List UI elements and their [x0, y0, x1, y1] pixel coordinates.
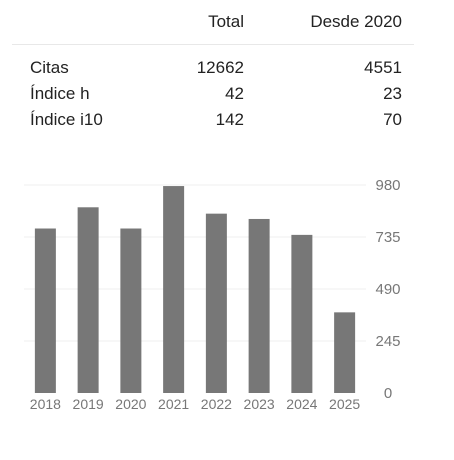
bar-2021[interactable] — [163, 186, 185, 393]
i10-index-total: 142 — [215, 110, 244, 129]
y-tick-label: 490 — [375, 281, 400, 298]
citations-total: 12662 — [196, 58, 244, 77]
y-tick-label: 980 — [375, 177, 400, 194]
stats-header-row: Total Desde 2020 — [0, 10, 414, 34]
x-tick-label: 2019 — [73, 396, 104, 412]
bar-2018[interactable] — [34, 228, 56, 393]
x-tick-label: 2022 — [201, 396, 232, 412]
bar-2019[interactable] — [77, 207, 99, 393]
x-tick-label: 2020 — [115, 396, 146, 412]
x-tick-label: 2023 — [244, 396, 275, 412]
bar-2023[interactable] — [248, 218, 270, 393]
citations-per-year-chart: 0 245 490 735 980 2018 2019 2020 2021 2022 2023 202… — [0, 170, 454, 420]
stats-row-i10-index: Índice i10 142 70 — [0, 108, 414, 132]
y-tick-label: 0 — [384, 385, 392, 402]
x-tick-label: 2025 — [329, 396, 360, 412]
citations-since: 4551 — [364, 58, 402, 77]
h-index-total: 42 — [225, 84, 244, 103]
bar-2022[interactable] — [205, 213, 227, 393]
bar-2025[interactable] — [334, 312, 356, 393]
h-index-since: 23 — [383, 84, 402, 103]
y-tick-label: 735 — [375, 229, 400, 246]
bar-2024[interactable] — [291, 234, 313, 393]
stats-row-citations: Citas 12662 4551 — [0, 56, 414, 80]
header-since: Desde 2020 — [310, 12, 402, 31]
chart-svg: 0 245 490 735 980 2018 2019 2020 2021 2022 2023 202… — [24, 177, 401, 412]
row-label-h-index[interactable]: Índice h — [30, 84, 90, 103]
bar-2020[interactable] — [120, 228, 142, 393]
stats-row-h-index: Índice h 42 23 — [0, 82, 414, 106]
y-tick-label: 245 — [375, 333, 400, 350]
x-tick-label: 2021 — [158, 396, 189, 412]
x-tick-label: 2018 — [30, 396, 61, 412]
row-label-citations[interactable]: Citas — [30, 58, 69, 77]
x-tick-label: 2024 — [286, 396, 317, 412]
citation-stats-panel: Total Desde 2020 Citas 12662 4551 Índice… — [0, 10, 414, 132]
header-total: Total — [208, 12, 244, 31]
header-divider — [12, 44, 414, 45]
i10-index-since: 70 — [383, 110, 402, 129]
row-label-i10-index[interactable]: Índice i10 — [30, 110, 103, 129]
